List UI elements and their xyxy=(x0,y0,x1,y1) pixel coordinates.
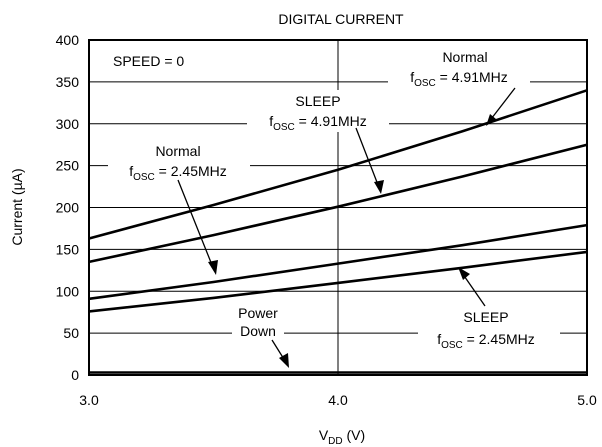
annotation-power-down: Power Down xyxy=(232,302,284,342)
plot-frame xyxy=(88,39,588,376)
annotation-normal-4.91: Normal fOSC = 4.91MHz xyxy=(388,46,530,89)
data-series xyxy=(88,89,588,374)
annotation-normal-2.45: Normal fOSC = 2.45MHz xyxy=(108,140,250,183)
series-line-0 xyxy=(88,89,588,240)
x-tick-label: 3.0 xyxy=(79,392,99,408)
arrowhead-normal-4.91 xyxy=(486,114,496,126)
y-tick-label: 200 xyxy=(56,200,80,216)
tick-labels: 0 50 100 150 200 250 300 350 400 3.0 4.0 5.0 xyxy=(56,32,597,408)
y-tick-label: 100 xyxy=(56,283,80,299)
svg-text:fOSC = 4.91MHz: fOSC = 4.91MHz xyxy=(269,113,367,133)
svg-text:Normal: Normal xyxy=(155,143,200,159)
svg-text:fOSC = 2.45MHz: fOSC = 2.45MHz xyxy=(437,331,535,351)
svg-text:SLEEP: SLEEP xyxy=(295,93,340,109)
y-tick-label: 0 xyxy=(71,367,79,383)
x-tick-label: 5.0 xyxy=(577,392,597,408)
y-tick-label: 250 xyxy=(56,158,80,174)
arrow-normal-2.45 xyxy=(177,179,215,271)
svg-text:Power: Power xyxy=(238,305,278,321)
series-line-1 xyxy=(88,143,588,264)
arrowhead-normal-2.45 xyxy=(208,260,218,275)
svg-text:SLEEP: SLEEP xyxy=(463,309,508,325)
y-tick-label: 400 xyxy=(56,32,80,48)
svg-text:Down: Down xyxy=(240,323,276,339)
x-tick-label: 4.0 xyxy=(328,392,348,408)
y-tick-label: 150 xyxy=(56,241,80,257)
annotation-arrows xyxy=(177,87,516,368)
series-line-3 xyxy=(88,250,588,313)
y-tick-label: 50 xyxy=(63,325,79,341)
annotation-sleep-2.45: SLEEP fOSC = 2.45MHz xyxy=(418,306,560,351)
arrowhead-power-down xyxy=(279,353,289,368)
x-axis-label: VDD (V) xyxy=(319,427,365,447)
arrowhead-sleep-2.45 xyxy=(458,267,470,280)
arrow-sleep-4.91 xyxy=(355,127,381,191)
chart-title: DIGITAL CURRENT xyxy=(278,11,404,27)
y-axis-label: Current (µA) xyxy=(9,168,25,245)
svg-text:fOSC = 2.45MHz: fOSC = 2.45MHz xyxy=(129,163,227,183)
svg-text:Normal: Normal xyxy=(442,49,487,65)
y-tick-label: 350 xyxy=(56,74,80,90)
speed-label: SPEED = 0 xyxy=(113,53,184,69)
annotation-sleep-4.91: SLEEP fOSC = 4.91MHz xyxy=(247,90,389,133)
arrowhead-sleep-4.91 xyxy=(374,180,384,194)
svg-text:fOSC = 4.91MHz: fOSC = 4.91MHz xyxy=(410,69,508,89)
y-tick-label: 300 xyxy=(56,116,80,132)
series-line-2 xyxy=(88,223,588,301)
